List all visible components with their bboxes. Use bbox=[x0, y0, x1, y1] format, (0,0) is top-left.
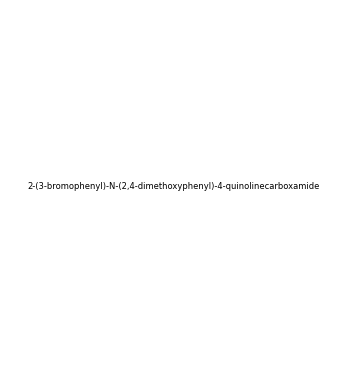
Text: 2-(3-bromophenyl)-N-(2,4-dimethoxyphenyl)-4-quinolinecarboxamide: 2-(3-bromophenyl)-N-(2,4-dimethoxyphenyl… bbox=[27, 182, 320, 191]
